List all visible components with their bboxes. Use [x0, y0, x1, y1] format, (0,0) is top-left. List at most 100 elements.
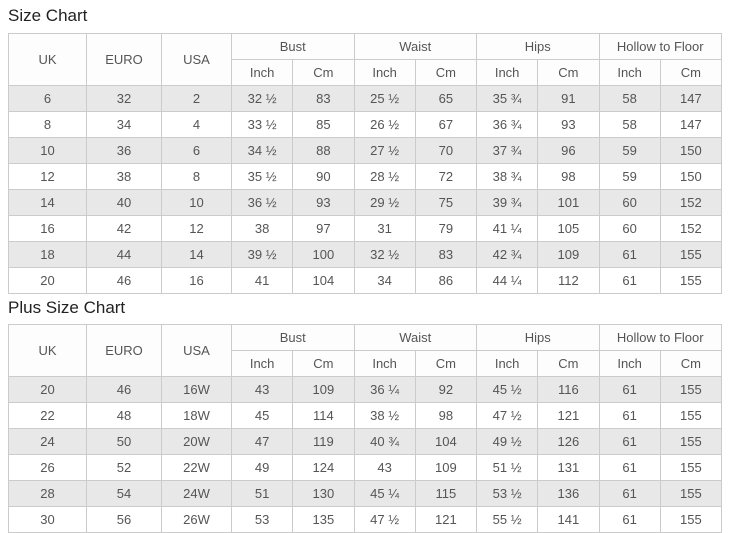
table-cell: 147: [659, 111, 723, 138]
table-cell: 10: [161, 189, 232, 216]
table-cell: 20: [8, 267, 87, 294]
table-cell: 91: [537, 85, 600, 112]
table-cell: 54: [86, 480, 162, 507]
table-cell: 6: [8, 85, 87, 112]
table-cell: 34: [86, 111, 162, 138]
table-cell: 45 ½: [475, 376, 539, 403]
plus-size-chart-table: UK EURO USA Bust Waist Hips Hollow to Floor Inc…: [8, 324, 723, 533]
table-row: 20 46 16 41 104 34 86 44 ¼ 112 61 155: [8, 267, 723, 294]
unit-header-cm: Cm: [659, 350, 723, 377]
table-cell: 6: [161, 137, 232, 164]
table-cell: 60: [598, 215, 661, 242]
table-row: 22 48 18W 45 114 38 ½ 98 47 ½ 121 61 155: [8, 402, 723, 429]
table-cell: 27 ½: [353, 137, 416, 164]
table-cell: 104: [292, 267, 355, 294]
table-row: 6 32 2 32 ½ 83 25 ½ 65 35 ¾ 91 58 147: [8, 85, 723, 112]
table-cell: 97: [292, 215, 355, 242]
size-charts-section: Size Chart UK EURO USA Bust Waist Hips Hollow …: [8, 5, 723, 533]
header-row-groups: UK EURO USA Bust Waist Hips Hollow to Floor: [8, 324, 722, 377]
table-cell: 36 ½: [230, 189, 294, 216]
group-header-hips: Hips: [476, 33, 600, 60]
table-cell: 36: [86, 137, 162, 164]
header-row-groups: UK EURO USA Bust Waist Hips Hollow to Floor: [8, 33, 722, 86]
table-cell: 14: [8, 189, 87, 216]
table-cell: 86: [414, 267, 478, 294]
unit-header-inch: Inch: [353, 350, 416, 377]
table-cell: 155: [659, 506, 723, 533]
size-chart-title: Size Chart: [8, 6, 88, 25]
table-cell: 114: [292, 402, 355, 429]
table-cell: 40 ¾: [353, 428, 416, 455]
table-cell: 16: [161, 267, 232, 294]
table-cell: 38: [230, 215, 294, 242]
table-cell: 130: [292, 480, 355, 507]
table-cell: 59: [598, 137, 661, 164]
table-cell: 59: [598, 163, 661, 190]
table-cell: 58: [598, 111, 661, 138]
table-cell: 26 ½: [353, 111, 416, 138]
table-cell: 26: [8, 454, 87, 481]
table-cell: 75: [414, 189, 478, 216]
table-cell: 152: [659, 189, 723, 216]
table-cell: 61: [598, 454, 661, 481]
table-cell: 104: [414, 428, 478, 455]
col-header-usa: USA: [161, 33, 232, 86]
table-cell: 25 ½: [353, 85, 416, 112]
table-cell: 61: [598, 267, 661, 294]
table-cell: 152: [659, 215, 723, 242]
table-cell: 45 ¼: [353, 480, 416, 507]
table-cell: 20W: [161, 428, 232, 455]
unit-header-cm: Cm: [292, 350, 355, 377]
table-cell: 4: [161, 111, 232, 138]
table-cell: 70: [414, 137, 478, 164]
table-cell: 38 ¾: [475, 163, 539, 190]
table-cell: 47: [230, 428, 294, 455]
unit-header-inch: Inch: [475, 59, 539, 86]
table-cell: 93: [537, 111, 600, 138]
table-cell: 18: [8, 241, 87, 268]
table-cell: 126: [537, 428, 600, 455]
table-row: 10 36 6 34 ½ 88 27 ½ 70 37 ¾ 96 59 150: [8, 137, 723, 164]
table-cell: 116: [537, 376, 600, 403]
col-header-uk: UK: [8, 33, 87, 86]
table-cell: 121: [414, 506, 478, 533]
table-cell: 26W: [161, 506, 232, 533]
unit-header-inch: Inch: [598, 59, 661, 86]
table-cell: 16: [8, 215, 87, 242]
table-cell: 83: [292, 85, 355, 112]
unit-header-inch: Inch: [475, 350, 539, 377]
table-cell: 28 ½: [353, 163, 416, 190]
table-cell: 85: [292, 111, 355, 138]
table-cell: 155: [659, 267, 723, 294]
table-cell: 39 ¾: [475, 189, 539, 216]
group-header-hollow-to-floor: Hollow to Floor: [598, 33, 722, 60]
table-cell: 44: [86, 241, 162, 268]
table-cell: 43: [230, 376, 294, 403]
table-cell: 93: [292, 189, 355, 216]
table-cell: 53: [230, 506, 294, 533]
col-header-uk: UK: [8, 324, 87, 377]
table-cell: 42 ¾: [475, 241, 539, 268]
table-cell: 90: [292, 163, 355, 190]
col-header-usa: USA: [161, 324, 232, 377]
table-cell: 61: [598, 428, 661, 455]
table-cell: 155: [659, 402, 723, 429]
table-cell: 121: [537, 402, 600, 429]
unit-header-cm: Cm: [292, 59, 355, 86]
table-cell: 32 ½: [353, 241, 416, 268]
table-cell: 22: [8, 402, 87, 429]
table-cell: 2: [161, 85, 232, 112]
unit-header-cm: Cm: [414, 350, 478, 377]
table-row: 28 54 24W 51 130 45 ¼ 115 53 ½ 136 61 155: [8, 480, 723, 507]
table-cell: 30: [8, 506, 87, 533]
table-cell: 150: [659, 137, 723, 164]
table-cell: 155: [659, 480, 723, 507]
table-cell: 92: [414, 376, 478, 403]
table-cell: 135: [292, 506, 355, 533]
table-cell: 41 ¼: [475, 215, 539, 242]
header-row-units: Inch Cm Inch Cm Inch Cm Inch Cm: [9, 59, 723, 86]
col-header-euro: EURO: [86, 33, 162, 86]
table-cell: 41: [230, 267, 294, 294]
group-header-waist: Waist: [353, 33, 477, 60]
group-header-hollow-to-floor: Hollow to Floor: [598, 324, 722, 351]
